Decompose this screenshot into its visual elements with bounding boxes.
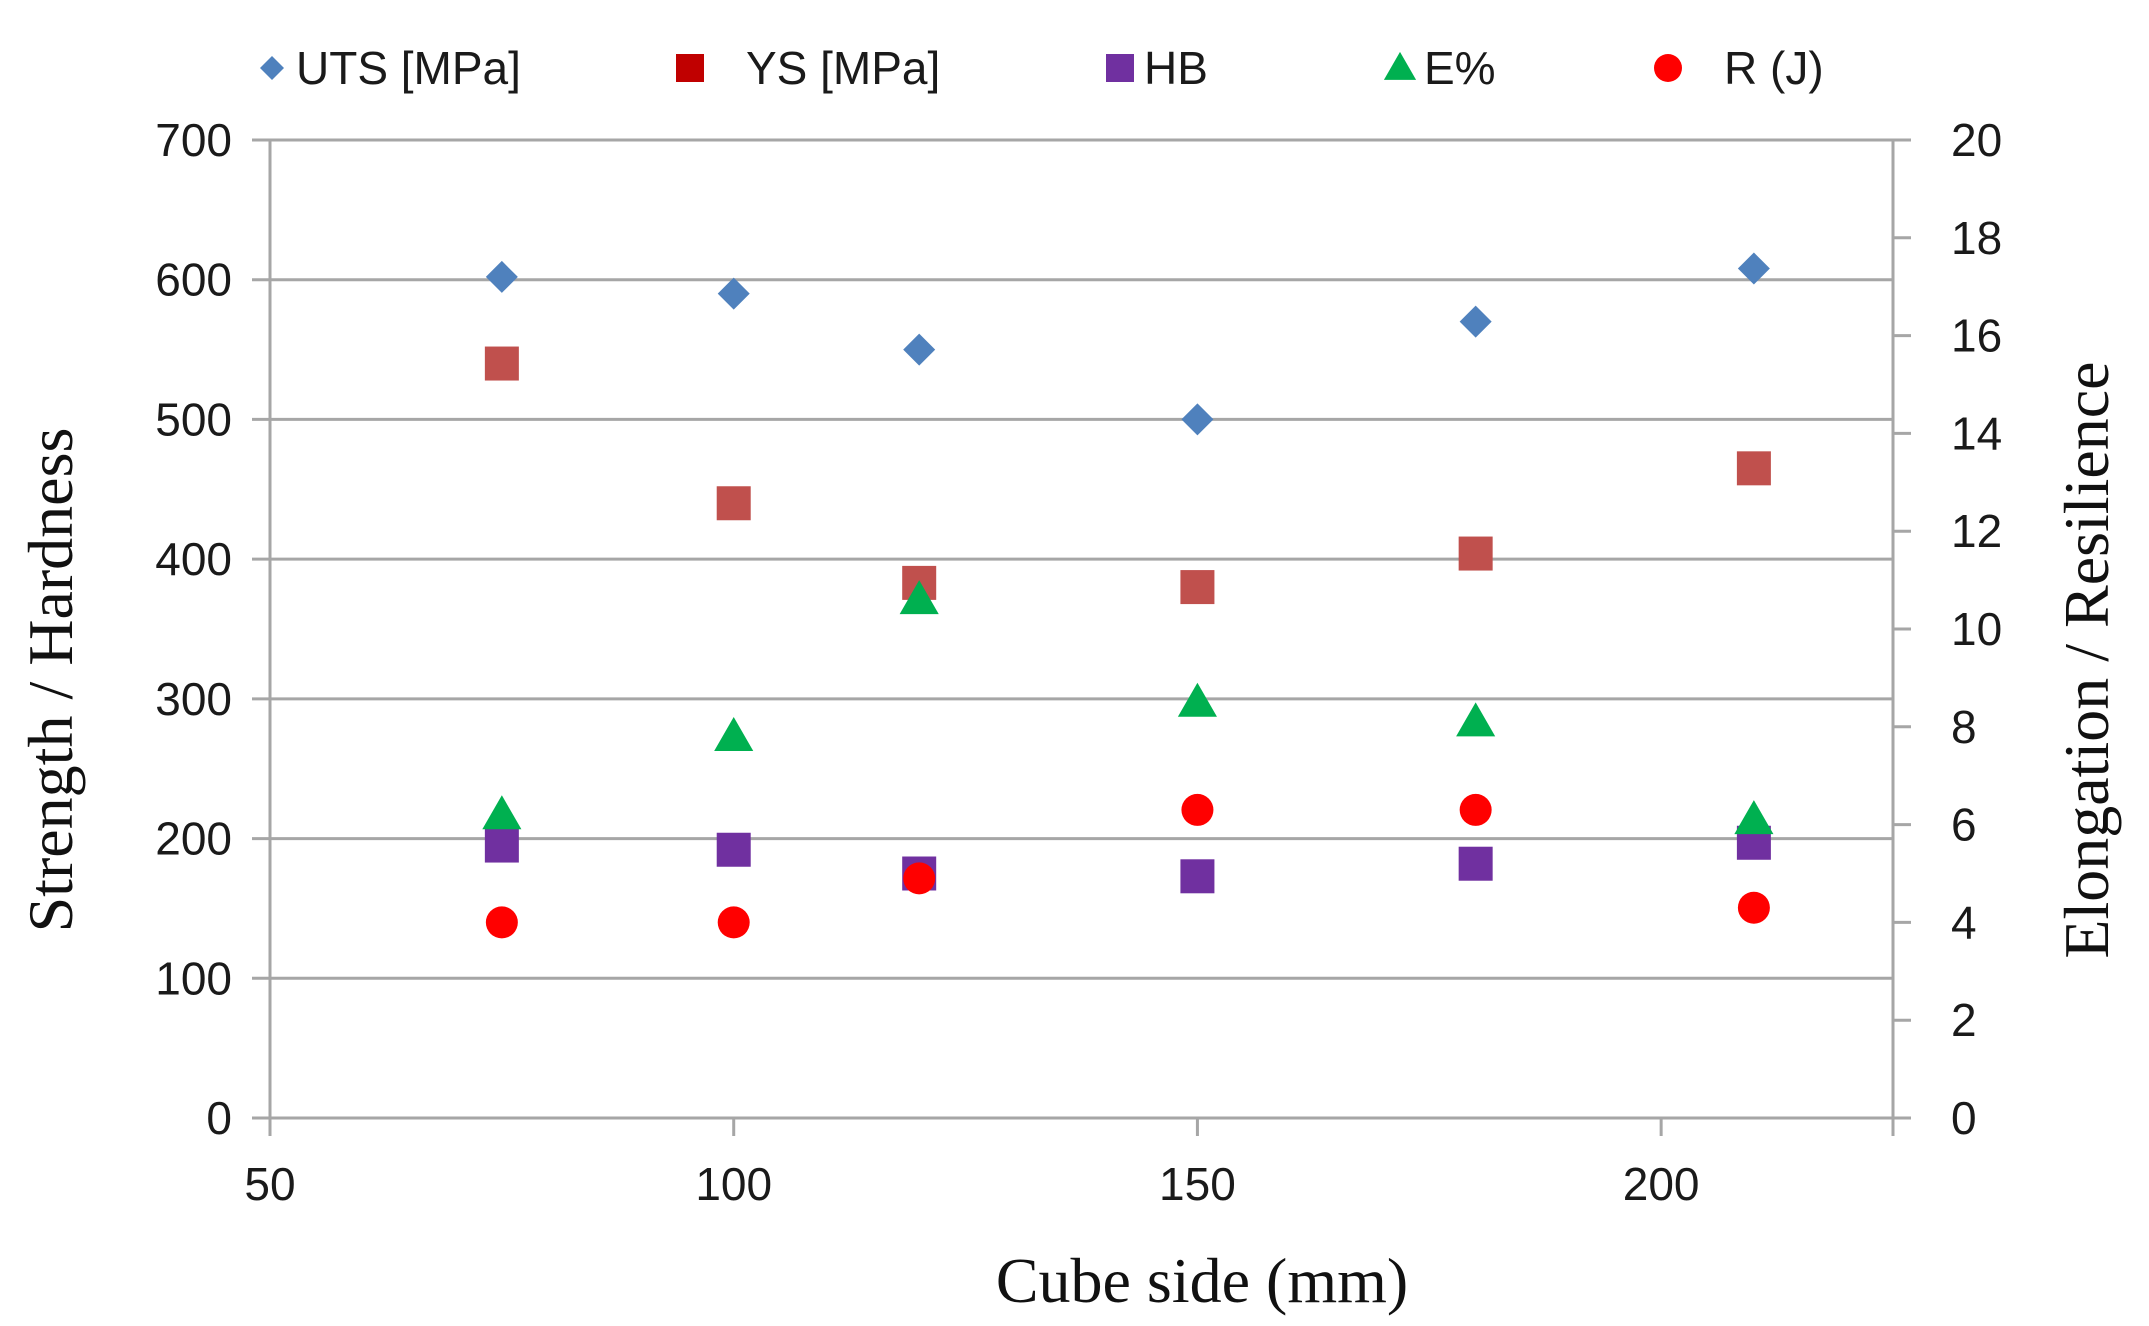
y-right-tick-label: 16 (1951, 310, 2002, 362)
point-ys-mpa (716, 486, 751, 521)
legend-marker-e (1383, 51, 1417, 80)
point-e (1734, 800, 1774, 835)
y-left-tick-label: 600 (155, 254, 232, 306)
point-uts-mpa (1459, 305, 1492, 338)
legend-marker-hb (1106, 54, 1134, 82)
x-axis-title: Cube side (mm) (996, 1245, 1408, 1316)
point-e (899, 580, 939, 615)
y-right-tick-label: 20 (1951, 114, 2002, 166)
y-right-tick-label: 12 (1951, 505, 2002, 557)
point-ys-mpa (1736, 451, 1771, 486)
legend-marker-ys-mpa (676, 54, 704, 82)
point-uts-mpa (903, 333, 936, 366)
y-right-tick-label: 10 (1951, 603, 2002, 655)
y-left-tick-label: 500 (155, 393, 232, 445)
y-right-tick-label: 8 (1951, 701, 1977, 753)
gridlines (270, 138, 1893, 980)
point-uts-mpa (717, 277, 750, 310)
point-ys-mpa (1180, 570, 1215, 605)
point-e (482, 795, 522, 830)
x-tick-label: 100 (695, 1158, 772, 1210)
point-e (1456, 702, 1496, 737)
point-ys-mpa (1458, 536, 1493, 571)
point-r-j (717, 906, 750, 939)
legend-label: YS [MPa] (746, 42, 940, 94)
x-tick-label: 200 (1623, 1158, 1700, 1210)
legend-marker-r-j (1654, 54, 1682, 82)
x-tick-label: 150 (1159, 1158, 1236, 1210)
y-right-tick-label: 2 (1951, 994, 1977, 1046)
y-right-tick-label: 14 (1951, 407, 2002, 459)
point-e (714, 717, 754, 752)
legend-label: HB (1144, 42, 1208, 94)
y-left-tick-label: 0 (206, 1092, 232, 1144)
y-right-tick-label: 4 (1951, 896, 1977, 948)
point-r-j (903, 862, 936, 895)
point-ys-mpa (484, 346, 519, 381)
y-axis-title-left: Strength / Hardness (15, 428, 86, 933)
y-axis-title-right: Elongation / Resilience (2051, 361, 2122, 958)
data-points (482, 252, 1774, 939)
y-left-tick-label: 100 (155, 952, 232, 1004)
y-right-tick-label: 18 (1951, 212, 2002, 264)
legend-label: R (J) (1724, 42, 1824, 94)
y-left-tick-label: 700 (155, 114, 232, 166)
point-hb (1458, 846, 1493, 881)
point-hb (716, 832, 751, 867)
point-uts-mpa (485, 260, 518, 293)
point-r-j (1459, 793, 1492, 826)
point-hb (1180, 859, 1215, 894)
point-e (1177, 682, 1217, 717)
legend: UTS [MPa] YS [MPa] HB E% R (J) (260, 42, 1824, 94)
legend-label: E% (1424, 42, 1496, 94)
point-hb (484, 828, 519, 863)
y-right-tick-label: 0 (1951, 1092, 1977, 1144)
y-right-tick-label: 6 (1951, 799, 1977, 851)
legend-marker-uts-mpa (260, 56, 284, 80)
y-left-tick-label: 400 (155, 533, 232, 585)
point-uts-mpa (1181, 403, 1214, 436)
ticks: 0 100 200 300 400 500 600 700 0 2 4 6 8 10 12 14 16 18 20 5… (155, 114, 2002, 1210)
point-r-j (1737, 891, 1770, 924)
point-uts-mpa (1737, 252, 1770, 285)
y-left-tick-label: 200 (155, 813, 232, 865)
point-r-j (1181, 793, 1214, 826)
point-r-j (485, 906, 518, 939)
x-tick-label: 50 (244, 1158, 295, 1210)
y-left-tick-label: 300 (155, 673, 232, 725)
legend-label: UTS [MPa] (296, 42, 521, 94)
